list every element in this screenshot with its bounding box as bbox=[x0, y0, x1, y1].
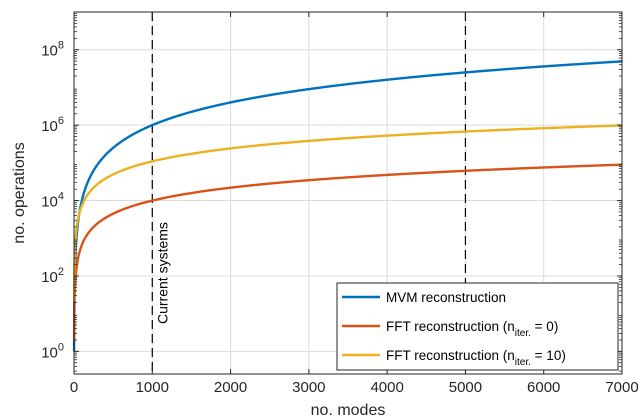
axis-ticks bbox=[73, 12, 623, 374]
y-axis-label: no. operations bbox=[11, 142, 28, 243]
annotation-label: Current systems bbox=[154, 222, 170, 324]
y-tick-label: 106 bbox=[41, 115, 64, 135]
x-tick-label: 2000 bbox=[214, 379, 247, 396]
x-tick-label: 1000 bbox=[136, 379, 169, 396]
series-line bbox=[72, 60, 623, 352]
y-tick-label: 108 bbox=[41, 40, 64, 60]
legend-label: MVM reconstruction bbox=[386, 290, 506, 305]
x-tick-label: 0 bbox=[70, 379, 78, 396]
y-tick-label: 102 bbox=[41, 266, 64, 286]
legend-box bbox=[336, 282, 619, 371]
x-tick-label: 3000 bbox=[292, 379, 325, 396]
plot-frame bbox=[73, 11, 623, 375]
legend-label: FFT reconstruction (niter. = 0) bbox=[386, 319, 558, 339]
y-tick-labels: 100 102 104 106 108 bbox=[41, 40, 64, 362]
x-tick-label: 7000 bbox=[605, 379, 638, 396]
x-tick-label: 5000 bbox=[449, 379, 482, 396]
x-tick-labels: 0 1000 2000 3000 4000 5000 6000 7000 bbox=[70, 379, 639, 396]
x-axis-label: no. modes bbox=[311, 402, 386, 419]
y-tick-label: 104 bbox=[41, 191, 64, 211]
series-lines bbox=[72, 60, 623, 352]
y-tick-label: 100 bbox=[41, 341, 64, 361]
x-tick-label: 6000 bbox=[527, 379, 560, 396]
legend-label: FFT reconstruction (niter. = 10) bbox=[386, 348, 566, 368]
series-line bbox=[72, 124, 623, 301]
x-tick-label: 4000 bbox=[370, 379, 403, 396]
legend: MVM reconstruction FFT reconstruction (ni… bbox=[336, 282, 619, 371]
series-line bbox=[72, 163, 623, 341]
grid bbox=[74, 12, 622, 374]
